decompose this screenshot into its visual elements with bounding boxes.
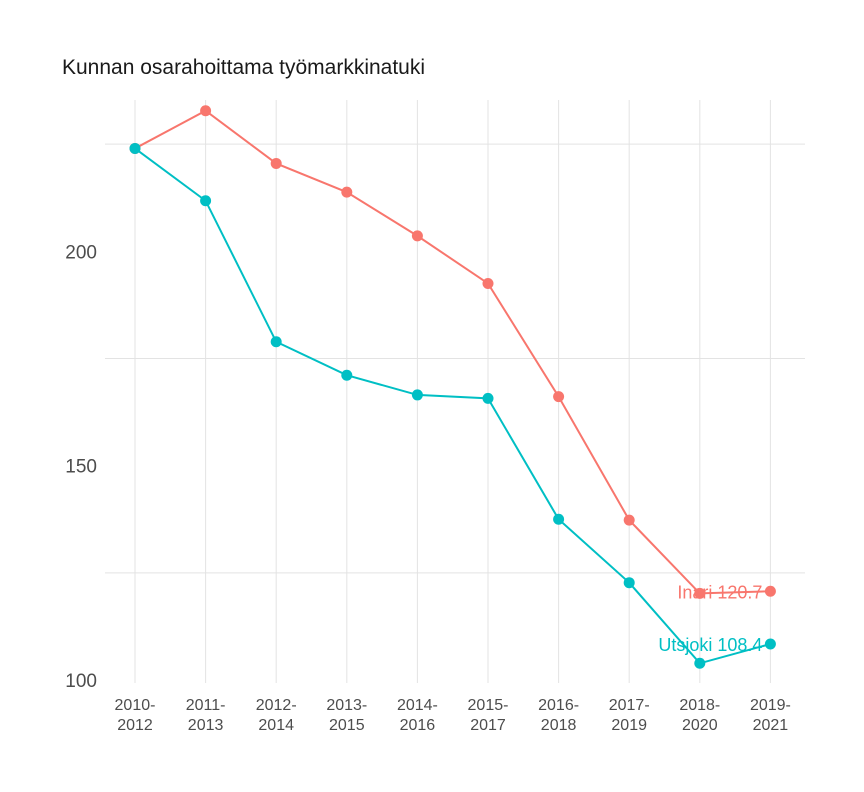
x-tick-label: 2018-2020	[679, 697, 720, 734]
data-point	[553, 513, 565, 525]
x-tick-label: 2016-2018	[538, 697, 579, 734]
data-point	[764, 638, 776, 650]
y-tick-label: 150	[65, 457, 97, 478]
series-line-utsjoki	[134, 147, 771, 665]
x-tick-label: 2013-2015	[326, 697, 367, 734]
data-point	[694, 657, 706, 669]
data-point	[411, 389, 423, 401]
data-point	[482, 277, 494, 289]
data-point	[411, 230, 423, 242]
data-point	[341, 369, 353, 381]
y-tick-label: 200	[65, 242, 97, 263]
x-tick-label: 2014-2016	[397, 697, 438, 734]
data-point	[129, 142, 141, 154]
x-axis-ticks: 2010-2012 2011-2013 2012-2014 2013-2015 2014…	[115, 697, 791, 734]
data-point	[764, 585, 776, 597]
x-tick-label: 2017-2019	[609, 697, 650, 734]
data-point	[694, 587, 706, 599]
x-tick-label: 2010-2012	[115, 697, 156, 734]
data-point	[553, 391, 565, 403]
series-group	[129, 105, 776, 669]
end-label-utsjoki: Utsjoki 108.4	[658, 635, 762, 655]
x-tick-label: 2011-2013	[186, 697, 226, 734]
data-point	[623, 577, 635, 589]
series-line-inari	[134, 109, 771, 595]
y-axis-ticks: 100 150 200	[65, 242, 97, 692]
data-point	[200, 105, 212, 117]
data-point	[623, 514, 635, 526]
data-point	[270, 336, 282, 348]
data-point	[200, 195, 212, 207]
x-tick-label: 2015-2017	[468, 697, 509, 734]
x-tick-label: 2019-2021	[750, 697, 791, 734]
end-label-inari: Inari 120.7	[677, 582, 762, 602]
chart-title: Kunnan osarahoittama työmarkkinatuki	[62, 56, 426, 79]
end-labels: Inari 120.7 Utsjoki 108.4	[658, 582, 762, 655]
y-tick-label: 100	[65, 671, 97, 692]
x-tick-label: 2012-2014	[256, 697, 297, 734]
data-point	[482, 392, 494, 404]
grid-lines	[105, 100, 805, 683]
data-point	[341, 186, 353, 198]
data-point	[270, 157, 282, 169]
